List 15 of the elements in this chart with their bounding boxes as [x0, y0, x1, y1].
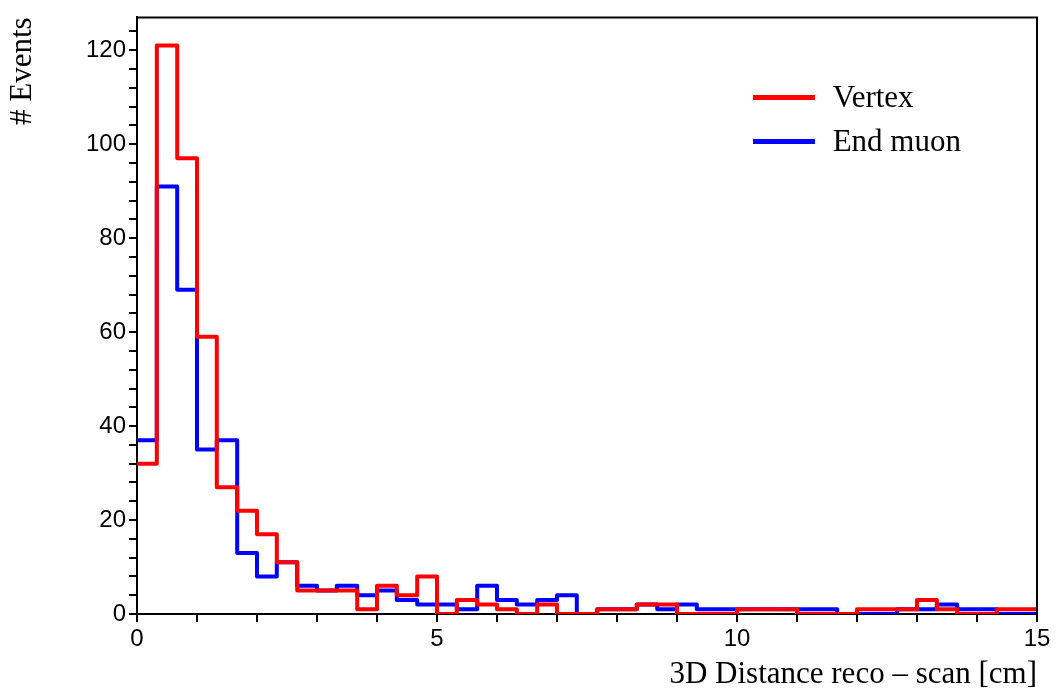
y-tick-label: 100	[85, 128, 126, 156]
legend-label: Vertex	[832, 79, 914, 115]
y-tick-label: 40	[99, 410, 126, 438]
y-tick-label: 80	[99, 222, 126, 250]
y-tick-label: 0	[112, 598, 126, 626]
y-axis-title: # Events	[2, 17, 38, 126]
y-tick-label: 60	[99, 316, 126, 344]
y-tick-label: 20	[99, 504, 126, 532]
x-tick-label: 15	[1023, 624, 1051, 652]
y-tick-label: 120	[85, 34, 126, 62]
x-tick-label: 0	[130, 624, 144, 652]
x-axis-title: 3D Distance reco – scan [cm]	[669, 654, 1037, 690]
x-tick-label: 10	[723, 624, 751, 652]
x-tick-label: 5	[430, 624, 444, 652]
legend-label: End muon	[832, 123, 961, 159]
